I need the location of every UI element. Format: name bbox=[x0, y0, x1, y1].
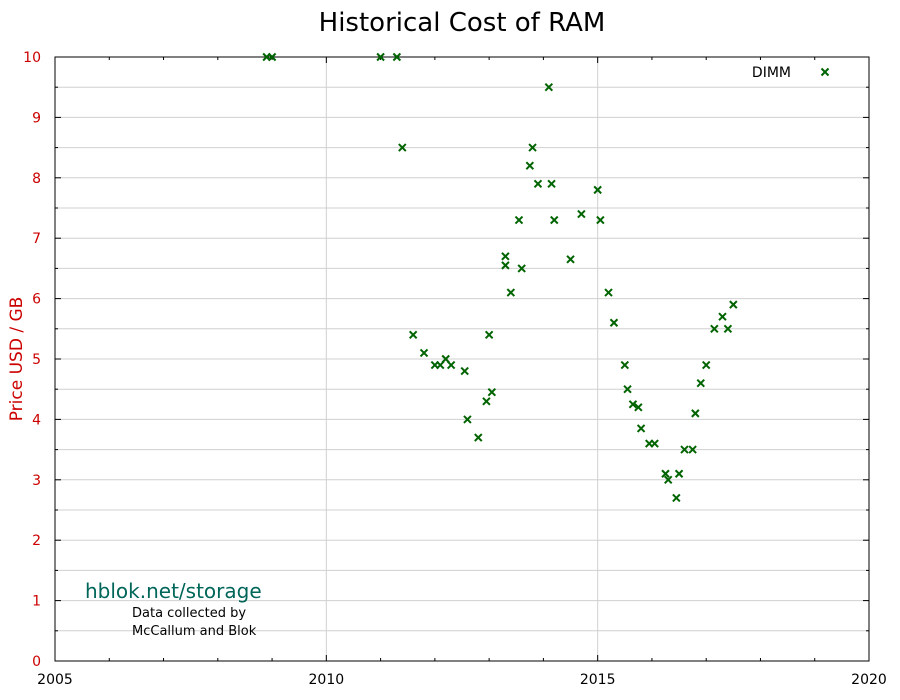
data-point bbox=[701, 360, 711, 370]
x-tick-label: 2005 bbox=[37, 672, 73, 688]
y-tick-label: 8 bbox=[32, 171, 41, 187]
data-point bbox=[506, 288, 516, 297]
data-point bbox=[664, 475, 673, 485]
watermark-credit-line1: Data collected by bbox=[132, 606, 246, 621]
data-point bbox=[376, 52, 385, 62]
data-point bbox=[514, 215, 524, 225]
data-point bbox=[729, 300, 738, 309]
watermark-credit-line2: McCallum and Blok bbox=[132, 624, 257, 639]
data-point bbox=[661, 469, 670, 478]
data-point bbox=[544, 82, 554, 92]
data-point bbox=[517, 264, 526, 273]
data-point bbox=[628, 400, 638, 409]
data-point bbox=[398, 143, 407, 152]
data-point bbox=[474, 433, 483, 442]
data-point bbox=[446, 360, 456, 370]
data-points bbox=[262, 52, 738, 503]
data-point bbox=[267, 52, 277, 62]
data-point bbox=[408, 330, 418, 340]
data-point bbox=[528, 143, 537, 152]
y-tick-label: 4 bbox=[32, 412, 41, 428]
chart-title: Historical Cost of RAM bbox=[319, 8, 606, 38]
data-point bbox=[604, 288, 613, 297]
data-point bbox=[636, 424, 646, 433]
y-tick-label: 10 bbox=[23, 50, 41, 66]
data-point bbox=[688, 445, 697, 454]
x-tick-label: 2020 bbox=[851, 672, 887, 688]
data-point bbox=[710, 324, 719, 334]
data-point bbox=[550, 215, 559, 225]
data-point bbox=[650, 439, 659, 448]
watermark-site: hblok.net/storage bbox=[85, 579, 262, 603]
axis-ticks bbox=[54, 56, 870, 662]
y-tick-label: 0 bbox=[32, 654, 41, 670]
y-tick-label: 5 bbox=[32, 352, 41, 368]
y-tick-label: 6 bbox=[32, 292, 41, 308]
x-tick-label: 2010 bbox=[309, 672, 345, 688]
data-point bbox=[696, 378, 705, 388]
y-tick-label: 1 bbox=[32, 594, 41, 610]
data-point bbox=[674, 469, 684, 478]
data-point bbox=[547, 179, 556, 189]
data-point bbox=[484, 330, 494, 340]
data-point bbox=[593, 185, 602, 195]
data-point bbox=[623, 384, 632, 394]
y-axis-label: Price USD / GB bbox=[7, 297, 27, 422]
data-point bbox=[419, 348, 429, 358]
data-point bbox=[525, 161, 535, 170]
y-tick-label: 7 bbox=[32, 231, 41, 247]
data-point bbox=[672, 493, 681, 503]
legend-marker bbox=[820, 67, 830, 77]
legend-marker-glyph bbox=[820, 67, 830, 77]
data-point bbox=[609, 318, 619, 327]
data-point bbox=[596, 215, 605, 225]
data-point bbox=[392, 52, 402, 62]
tick-labels: 0 1 2 3 4 5 6 7 8 9 10 2005 2010 2015 2020 bbox=[23, 50, 887, 688]
data-point bbox=[460, 366, 469, 376]
legend: DIMM bbox=[752, 65, 830, 81]
grid-lines bbox=[55, 57, 869, 661]
x-tick-label: 2015 bbox=[580, 672, 616, 688]
data-point bbox=[620, 360, 630, 370]
y-tick-label: 9 bbox=[32, 110, 41, 126]
data-point bbox=[482, 397, 491, 406]
data-point bbox=[718, 312, 727, 321]
watermark: hblok.net/storage Data collected by McCa… bbox=[85, 579, 262, 639]
data-point bbox=[691, 409, 700, 418]
data-point bbox=[680, 445, 689, 454]
data-point bbox=[566, 255, 575, 264]
data-point bbox=[577, 209, 586, 219]
y-tick-label: 2 bbox=[32, 533, 41, 549]
data-point bbox=[634, 403, 643, 412]
data-point bbox=[487, 388, 497, 397]
data-point bbox=[501, 261, 510, 270]
data-point bbox=[723, 324, 733, 334]
legend-label: DIMM bbox=[752, 65, 791, 81]
data-point bbox=[463, 415, 472, 424]
y-tick-label: 3 bbox=[32, 473, 41, 489]
data-point bbox=[533, 179, 543, 189]
data-point bbox=[501, 252, 510, 261]
